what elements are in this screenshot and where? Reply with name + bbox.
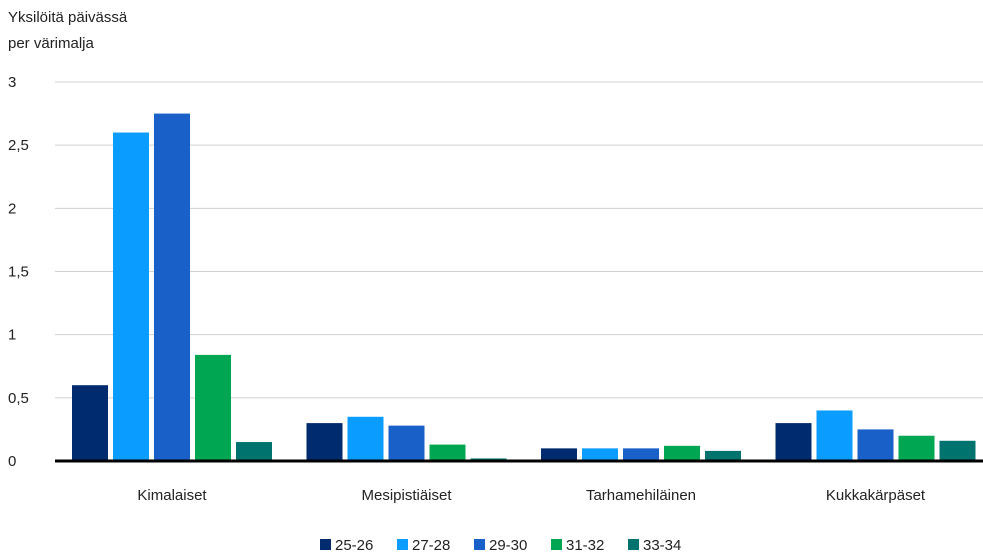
legend-swatch (474, 539, 485, 550)
y-tick-label: 0,5 (8, 390, 29, 407)
bar (72, 385, 108, 461)
gridlines (55, 82, 983, 398)
bar (940, 441, 976, 461)
legend-label: 27-28 (412, 537, 450, 554)
bar (348, 417, 384, 461)
y-tick-label: 0 (8, 453, 16, 470)
category-label: Kukkakärpäset (826, 487, 926, 504)
category-label: Mesipistiäiset (361, 487, 452, 504)
bar (623, 448, 659, 461)
bar (776, 423, 812, 461)
legend-swatch (320, 539, 331, 550)
y-tick-label: 1 (8, 327, 16, 344)
category-label: Tarhamehiläinen (586, 487, 696, 504)
bar (664, 446, 700, 461)
bar (154, 114, 190, 461)
bar (858, 429, 894, 461)
y-tick-label: 2 (8, 200, 16, 217)
category-label: Kimalaiset (137, 487, 207, 504)
bar (705, 451, 741, 461)
legend-swatch (397, 539, 408, 550)
legend: 25-26 27-28 29-30 31-32 33-34 (320, 537, 681, 554)
legend-swatch (628, 539, 639, 550)
bar (582, 448, 618, 461)
y-tick-label: 2,5 (8, 137, 29, 154)
category-labels: Kimalaiset Mesipistiäiset Tarhamehiläinen K… (137, 487, 926, 504)
legend-label: 33-34 (643, 537, 681, 554)
y-tick-label: 1,5 (8, 264, 29, 281)
y-axis-ticks: 0 0,5 1 1,5 2 2,5 3 (8, 74, 29, 470)
bar (113, 133, 149, 461)
y-axis-label-line-1: Yksilöitä päivässä (8, 9, 128, 26)
legend-label: 25-26 (335, 537, 373, 554)
y-tick-label: 3 (8, 74, 16, 91)
y-axis-label-line-2: per värimalja (8, 35, 95, 52)
bar (541, 448, 577, 461)
bar (817, 410, 853, 461)
bar (389, 426, 425, 461)
legend-swatch (551, 539, 562, 550)
bar (195, 355, 231, 461)
bar (430, 445, 466, 461)
legend-label: 31-32 (566, 537, 604, 554)
bar (899, 436, 935, 461)
bar (307, 423, 343, 461)
legend-label: 29-30 (489, 537, 527, 554)
bar (236, 442, 272, 461)
bars (72, 114, 976, 461)
